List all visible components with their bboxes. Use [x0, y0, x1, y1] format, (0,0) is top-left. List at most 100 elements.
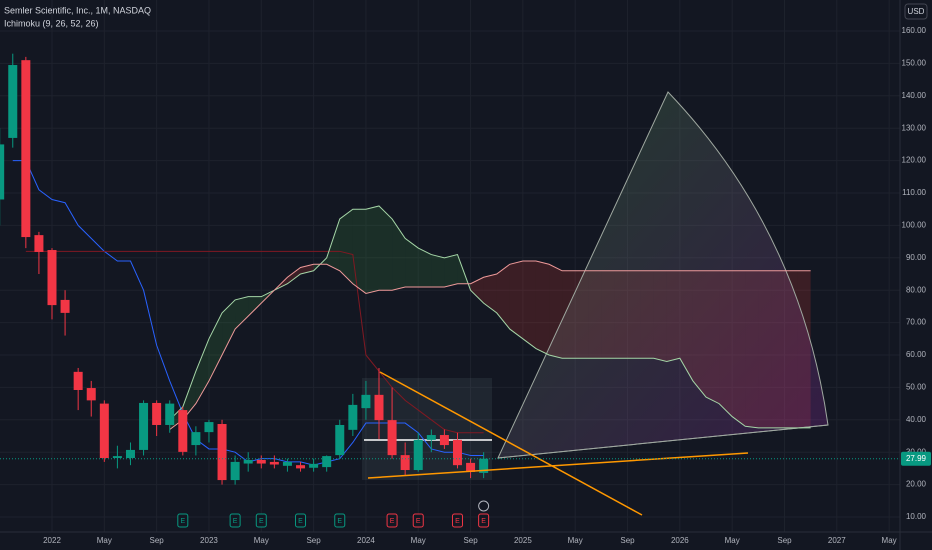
y-tick-label: 110.00 — [902, 188, 926, 197]
cloud-fill — [405, 238, 419, 287]
candle-body — [139, 402, 149, 450]
chart-title: Semler Scientific, Inc., 1M, NASDAQ — [4, 5, 151, 15]
cloud-fill — [326, 218, 340, 271]
last-price-box — [901, 451, 931, 466]
cloud-fill — [509, 261, 523, 339]
earnings-label[interactable]: E — [337, 518, 342, 525]
x-tick-label: 2024 — [357, 536, 375, 545]
y-tick-label: 100.00 — [902, 221, 927, 230]
earnings-marker[interactable] — [412, 513, 424, 528]
y-tick-label: 40.00 — [906, 415, 927, 424]
candle-body — [217, 424, 227, 481]
candle-body — [152, 402, 162, 425]
earnings-label[interactable]: E — [180, 518, 185, 525]
cloud-fill — [339, 209, 353, 284]
x-tick-label: Sep — [463, 536, 478, 545]
earnings-marker[interactable] — [229, 513, 241, 528]
cloud-fill — [470, 277, 484, 304]
earnings-label[interactable]: E — [416, 518, 421, 525]
candle-body — [21, 60, 31, 238]
candle-body — [400, 455, 410, 471]
x-tick-label: Sep — [150, 536, 165, 545]
indicator-line — [169, 205, 811, 429]
candles — [0, 53, 489, 485]
earnings-label[interactable]: E — [298, 518, 303, 525]
indicator-lines — [12, 160, 811, 466]
candle-body — [335, 424, 345, 456]
earnings-label[interactable]: E — [259, 518, 264, 525]
candle-body — [413, 439, 423, 471]
candle-body — [374, 394, 384, 421]
currency-label[interactable]: USD — [908, 7, 925, 16]
candle-body — [191, 432, 201, 446]
y-tick-label: 140.00 — [902, 91, 927, 100]
cloud-fill — [483, 274, 497, 313]
indicator-label: Ichimoku (9, 26, 52, 26) — [4, 18, 99, 28]
cloud-fill — [352, 209, 366, 294]
earnings-marker[interactable] — [386, 513, 398, 528]
cloud-fill — [496, 264, 510, 330]
candle-body — [361, 394, 371, 409]
cloud-fill — [287, 267, 301, 284]
earnings-label[interactable]: E — [390, 518, 395, 525]
candle-body — [47, 250, 57, 306]
earnings-marker[interactable] — [255, 513, 267, 528]
cloud-fill — [418, 248, 432, 287]
candle-body — [112, 456, 122, 459]
x-tick-label: May — [568, 536, 583, 545]
x-tick-label: Sep — [620, 536, 635, 545]
candle-body — [165, 403, 175, 425]
y-tick-label: 70.00 — [906, 318, 927, 327]
indicator-line — [25, 250, 484, 434]
y-tick-label: 90.00 — [906, 253, 927, 262]
cloud-fill — [222, 299, 236, 356]
earnings-label[interactable]: E — [481, 518, 486, 525]
cloud-fill — [365, 205, 379, 294]
cloud-fill — [248, 296, 262, 317]
candle-body — [282, 461, 292, 466]
cloud-fill — [208, 312, 223, 381]
candle-body — [230, 461, 240, 481]
candle-body — [60, 299, 70, 313]
earnings-label[interactable]: E — [455, 518, 460, 525]
x-tick-label: May — [725, 536, 740, 545]
cloud-fill — [522, 261, 536, 349]
earnings-marker[interactable] — [177, 513, 189, 528]
earnings-marker[interactable] — [478, 513, 490, 528]
candle-body — [34, 235, 44, 252]
cloud-fill — [535, 261, 550, 356]
x-tick-label: May — [411, 536, 426, 545]
cloud-fill — [444, 254, 458, 287]
event-icon[interactable] — [478, 500, 490, 512]
x-tick-label: May — [882, 536, 897, 545]
x-tick-label: 2025 — [514, 536, 532, 545]
trend-line — [379, 371, 643, 516]
y-tick-label: 120.00 — [902, 156, 927, 165]
trend-line — [367, 452, 749, 479]
candle-body — [322, 456, 332, 468]
cloud-fill — [235, 296, 249, 330]
candle-body — [204, 422, 214, 433]
candle-body — [178, 410, 188, 452]
earnings-marker[interactable] — [451, 513, 463, 528]
cloud-fill — [431, 254, 445, 287]
grid — [0, 0, 900, 532]
axes: 10.0020.0030.0040.0050.0060.0070.0080.00… — [43, 26, 926, 545]
earnings-label[interactable]: E — [233, 518, 238, 525]
candle-body — [466, 462, 476, 472]
y-tick-label: 60.00 — [906, 350, 927, 359]
cloud-fill — [379, 205, 393, 291]
candle-body — [86, 388, 96, 401]
earnings-marker[interactable] — [295, 513, 307, 528]
currency-button[interactable] — [904, 3, 928, 20]
candle-body — [243, 459, 253, 464]
y-tick-label: 20.00 — [906, 480, 927, 489]
x-tick-label: May — [254, 536, 269, 545]
plot-area — [0, 53, 829, 516]
x-tick-label: 2027 — [828, 536, 846, 545]
candle-body — [269, 461, 279, 465]
y-tick-label: 130.00 — [902, 123, 927, 132]
y-tick-label: 160.00 — [902, 26, 927, 35]
earnings-marker[interactable] — [334, 513, 346, 528]
